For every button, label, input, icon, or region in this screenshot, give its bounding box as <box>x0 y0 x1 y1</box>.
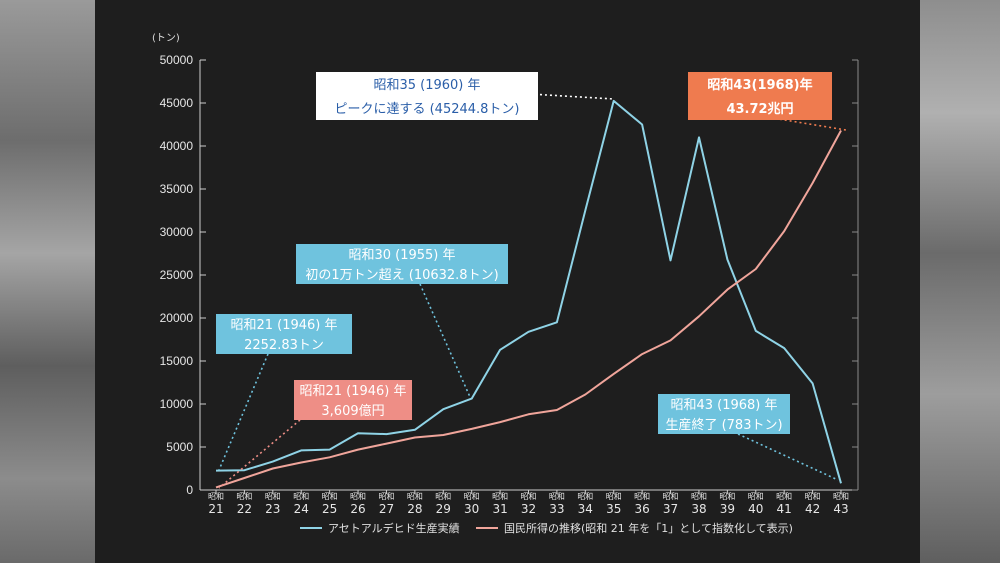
callout-leader-start21 <box>218 353 269 471</box>
x-tick-era: 昭和 <box>208 492 224 501</box>
callout-text-first10k: 昭和30 (1955) 年 <box>348 248 455 263</box>
callout-text-end43: 生産終了 (783トン) <box>665 417 782 433</box>
x-tick-label: 21 <box>208 502 223 516</box>
x-tick-label: 39 <box>720 502 735 516</box>
callout-box-income21 <box>294 380 412 420</box>
x-tick-era: 昭和 <box>719 492 735 501</box>
callout-text-start21: 2252.83トン <box>244 338 324 353</box>
x-tick-label: 33 <box>549 502 564 516</box>
x-tick-label: 25 <box>322 502 337 516</box>
callout-box-income43 <box>688 72 832 120</box>
x-tick-era: 昭和 <box>407 492 423 501</box>
y-unit-label: (トン) <box>152 33 180 44</box>
callout-box-peak <box>316 72 538 120</box>
x-tick-era: 昭和 <box>634 492 650 501</box>
x-tick-label: 23 <box>265 502 280 516</box>
callout-box-end43 <box>658 394 790 434</box>
x-tick-label: 22 <box>237 502 252 516</box>
x-tick-era: 昭和 <box>663 492 679 501</box>
x-tick-label: 43 <box>833 502 848 516</box>
legend-label-1: アセトアルデヒド生産実績 <box>328 521 460 535</box>
series-line-2 <box>215 130 842 489</box>
y-tick-label: 45000 <box>160 96 194 110</box>
callout-income21: 昭和21 (1946) 年 3,609億円 <box>294 380 412 420</box>
x-tick-era: 昭和 <box>521 492 537 501</box>
x-tick-era: 昭和 <box>805 492 821 501</box>
x-tick-label: 27 <box>379 502 394 516</box>
x-tick-label: 42 <box>805 502 820 516</box>
x-tick-label: 29 <box>436 502 451 516</box>
x-tick-label: 30 <box>464 502 479 516</box>
y-tick-label: 50000 <box>160 53 194 67</box>
x-tick-era: 昭和 <box>435 492 451 501</box>
x-tick-era: 昭和 <box>748 492 764 501</box>
callout-text-start21: 昭和21 (1946) 年 <box>230 318 337 333</box>
x-tick-era: 昭和 <box>236 492 252 501</box>
x-tick-era: 昭和 <box>293 492 309 501</box>
x-tick-era: 昭和 <box>549 492 565 501</box>
callout-text-income43: 43.72兆円 <box>726 101 793 117</box>
x-tick-label: 36 <box>634 502 649 516</box>
x-tick-era: 昭和 <box>350 492 366 501</box>
x-tick-era: 昭和 <box>577 492 593 501</box>
x-tick-era: 昭和 <box>378 492 394 501</box>
callout-text-end43: 昭和43 (1968) 年 <box>670 398 777 413</box>
x-tick-label: 26 <box>350 502 365 516</box>
callout-box-first10k <box>296 244 508 284</box>
callout-income43: 昭和43(1968)年 43.72兆円 <box>688 72 832 120</box>
x-tick-era: 昭和 <box>691 492 707 501</box>
x-tick-label: 38 <box>691 502 706 516</box>
x-tick-label: 35 <box>606 502 621 516</box>
y-tick-label: 15000 <box>160 354 194 368</box>
x-tick-era: 昭和 <box>606 492 622 501</box>
y-tick-label: 20000 <box>160 311 194 325</box>
legend-label-2: 国民所得の推移(昭和 21 年を「1」として指数化して表示) <box>504 521 793 535</box>
callout-leader-end43 <box>737 433 839 481</box>
callout-text-income43: 昭和43(1968)年 <box>707 77 812 93</box>
callout-text-peak: 昭和35 (1960) 年 <box>373 78 480 93</box>
callout-text-income21: 3,609億円 <box>321 403 384 419</box>
x-tick-label: 32 <box>521 502 536 516</box>
x-tick-label: 24 <box>294 502 309 516</box>
callout-text-peak: ピークに達する (45244.8トン) <box>334 102 519 117</box>
y-tick-label: 25000 <box>160 268 194 282</box>
y-tick-label: 40000 <box>160 139 194 153</box>
y-tick-label: 30000 <box>160 225 194 239</box>
y-tick-label: 35000 <box>160 182 194 196</box>
x-tick-era: 昭和 <box>776 492 792 501</box>
y-tick-label: 0 <box>186 483 193 497</box>
x-tick-label: 28 <box>407 502 422 516</box>
x-tick-label: 34 <box>578 502 593 516</box>
callout-leader-income21 <box>218 419 301 489</box>
x-tick-label: 31 <box>492 502 507 516</box>
x-tick-era: 昭和 <box>464 492 480 501</box>
x-tick-era: 昭和 <box>322 492 338 501</box>
x-tick-label: 37 <box>663 502 678 516</box>
x-tick-label: 41 <box>777 502 792 516</box>
x-tick-era: 昭和 <box>833 492 849 501</box>
x-tick-era: 昭和 <box>265 492 281 501</box>
background-photo-left <box>0 0 95 563</box>
y-tick-label: 10000 <box>160 397 194 411</box>
callout-text-income21: 昭和21 (1946) 年 <box>299 384 406 399</box>
background-photo-right <box>920 0 1000 563</box>
callout-leader-first10k <box>419 283 471 398</box>
callout-text-first10k: 初の1万トン超え (10632.8トン) <box>305 268 498 283</box>
x-tick-era: 昭和 <box>492 492 508 501</box>
callout-start21: 昭和21 (1946) 年 2252.83トン <box>216 314 352 354</box>
callout-leader-peak <box>529 93 615 100</box>
callout-box-start21 <box>216 314 352 354</box>
x-tick-label: 40 <box>748 502 763 516</box>
y-tick-label: 5000 <box>166 440 193 454</box>
